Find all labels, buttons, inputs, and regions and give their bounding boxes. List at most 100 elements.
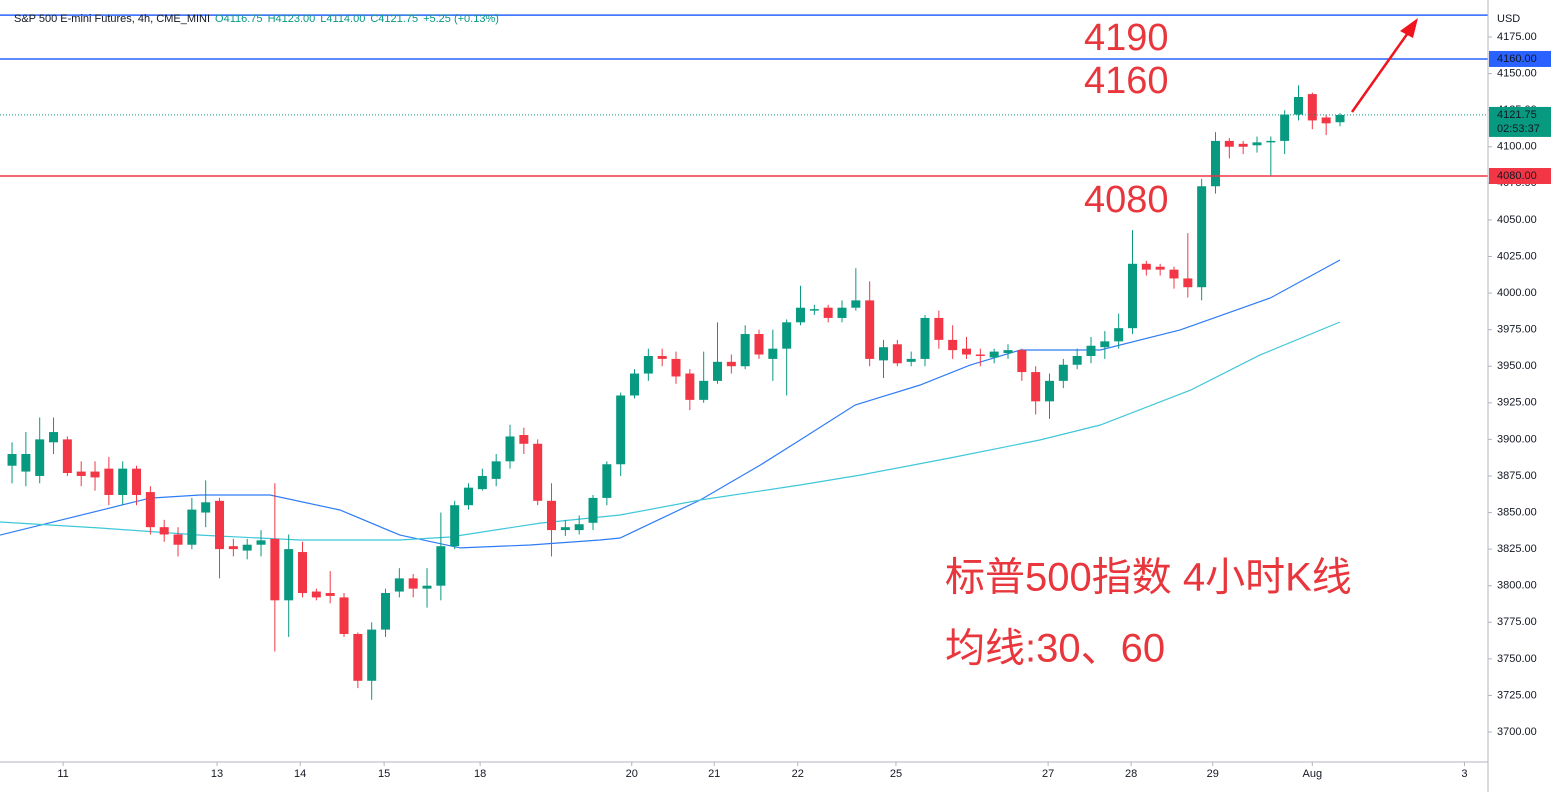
candle-body — [1141, 263, 1151, 270]
candle-body — [21, 454, 31, 472]
candle-body — [560, 527, 570, 531]
x-tick-label: 28 — [1125, 768, 1137, 780]
x-tick-label: Aug — [1303, 768, 1323, 780]
annotation: 4190 — [1084, 17, 1169, 59]
candle-body — [1252, 142, 1262, 146]
annotation: 4080 — [1084, 179, 1169, 221]
candle-body — [1155, 266, 1165, 270]
x-tick-label: 20 — [626, 768, 638, 780]
candle-body — [754, 334, 764, 355]
x-tick-label: 14 — [294, 768, 306, 780]
annotation: 均线:30、60 — [945, 627, 1165, 671]
candle-body — [118, 468, 128, 495]
y-tick-label: 3800.00 — [1497, 580, 1537, 592]
ohlc-value: O4116.75 — [215, 13, 263, 25]
candle-body — [1183, 278, 1193, 288]
candle-body — [298, 552, 308, 594]
candle-body — [1058, 364, 1068, 381]
candle-body — [1086, 345, 1096, 356]
candle-body — [450, 505, 460, 547]
candle-body — [1127, 263, 1137, 329]
y-tick-label: 3900.00 — [1497, 433, 1537, 445]
ohlc-value: +5.25 (+0.13%) — [423, 13, 499, 25]
ohlc-value: L4114.00 — [320, 13, 365, 25]
candle-body — [975, 354, 985, 356]
candle-body — [782, 322, 792, 349]
candle-body — [505, 436, 515, 462]
candle-body — [1003, 350, 1013, 354]
level-label: 4080.00 — [1497, 170, 1537, 182]
candle-body — [242, 544, 252, 551]
candle-body — [713, 361, 723, 381]
level-label-bg — [1489, 168, 1551, 185]
candle-body — [159, 527, 169, 535]
candle-body — [132, 468, 142, 495]
candle-body — [1017, 350, 1027, 373]
candle-body — [228, 546, 238, 550]
candle-body — [616, 395, 626, 465]
candle-body — [1321, 117, 1331, 124]
x-tick-label: 29 — [1207, 768, 1219, 780]
candle-body — [353, 633, 363, 681]
candle-body — [1072, 355, 1082, 365]
candle-body — [325, 593, 335, 596]
candle-body — [851, 300, 861, 308]
candle-body — [1266, 140, 1276, 143]
ohlc-value: C4121.75 — [370, 13, 418, 25]
x-tick-label: 25 — [890, 768, 902, 780]
candle-body — [35, 439, 45, 476]
candle-body — [519, 434, 529, 444]
candle-body — [1224, 140, 1234, 147]
candle-body — [934, 317, 944, 340]
candle-body — [1335, 114, 1345, 123]
ohlc-legend: O4116.75 H4123.00 L4114.00 C4121.75 +5.25 (+… — [215, 13, 499, 25]
candle-body — [671, 358, 681, 377]
candle-body — [367, 629, 377, 681]
candle-body — [837, 307, 847, 318]
y-tick-label: 3975.00 — [1497, 324, 1537, 336]
x-tick-label: 15 — [378, 768, 390, 780]
candle-body — [796, 307, 806, 323]
ohlc-value: H4123.00 — [268, 13, 316, 25]
arrow — [1350, 29, 1412, 113]
candle-body — [1293, 97, 1303, 115]
candle-body — [879, 347, 889, 361]
candle-body — [906, 358, 916, 362]
level-label: 4160.00 — [1497, 53, 1537, 65]
candle-body — [394, 578, 404, 592]
plot-area — [0, 14, 1488, 700]
candle-body — [726, 361, 736, 367]
y-tick-label: 3875.00 — [1497, 470, 1537, 482]
candle-body — [1280, 114, 1290, 141]
candle-body — [657, 355, 667, 359]
candle-body — [7, 454, 17, 466]
countdown: 02:53:37 — [1497, 123, 1540, 135]
candle-body — [62, 439, 72, 474]
candle-body — [1238, 143, 1248, 147]
chart-title: S&P 500 E-mini Futures, 4h, CME_MINI — [14, 13, 210, 25]
candle-body — [270, 538, 280, 601]
candle-body — [1169, 269, 1179, 279]
candle-body — [1197, 186, 1207, 288]
y-tick-label: 4100.00 — [1497, 141, 1537, 153]
candle-body — [311, 591, 321, 598]
y-tick-label: 4150.00 — [1497, 68, 1537, 80]
annotation: 4160 — [1084, 60, 1169, 102]
candle-body — [920, 317, 930, 359]
candle-body — [1114, 328, 1124, 342]
y-tick-label: 3700.00 — [1497, 726, 1537, 738]
candle-body — [1031, 372, 1041, 402]
candle-body — [436, 546, 446, 586]
candle-body — [699, 380, 709, 400]
candle-body — [588, 497, 598, 523]
x-tick-label: 11 — [57, 768, 68, 780]
candle-body — [630, 373, 640, 396]
candle-body — [408, 578, 418, 589]
y-tick-label: 3950.00 — [1497, 360, 1537, 372]
candle-body — [49, 432, 59, 443]
y-tick-label: 4025.00 — [1497, 250, 1537, 262]
candle-body — [768, 348, 778, 359]
